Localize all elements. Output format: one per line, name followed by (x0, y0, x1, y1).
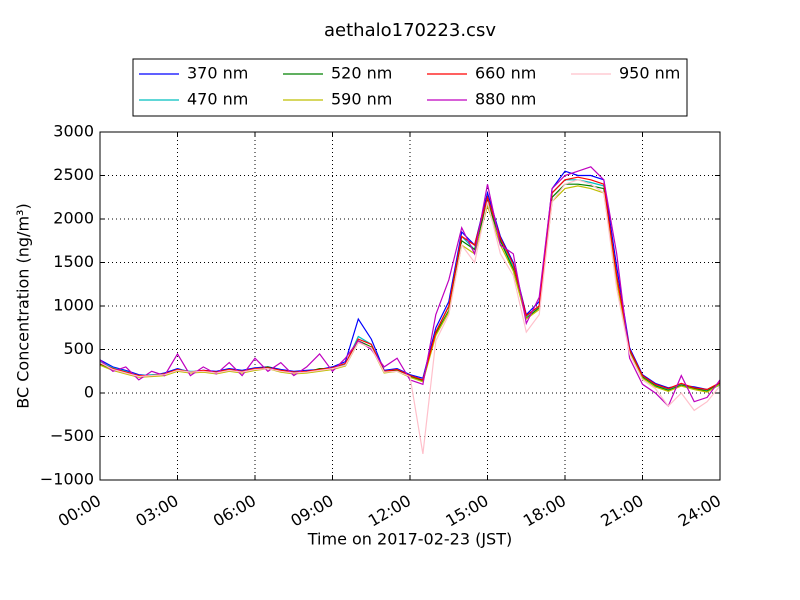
legend-label: 880 nm (475, 90, 536, 109)
legend-box (132, 58, 688, 117)
plot-frame (99, 131, 721, 481)
data-line (99, 176, 721, 391)
legend-label: 520 nm (331, 64, 392, 83)
y-tick-label: 3000 (53, 122, 94, 141)
legend-label: 950 nm (619, 64, 680, 83)
y-axis-label: BC Concentration (ng/m³) (14, 203, 33, 408)
x-axis-label: Time on 2017-02-23 (JST) (307, 530, 512, 549)
y-tick-label: 500 (63, 339, 94, 358)
y-tick-label: 2000 (53, 209, 94, 228)
data-line (99, 179, 721, 454)
y-tick-label: −500 (50, 426, 94, 445)
legend-label: 590 nm (331, 90, 392, 109)
y-tick-label: 1500 (53, 252, 94, 271)
y-tick-label: −1000 (40, 470, 94, 489)
y-tick-label: 1000 (53, 296, 94, 315)
legend-label: 370 nm (187, 64, 248, 83)
legend-label: 470 nm (187, 90, 248, 109)
y-tick-label: 2500 (53, 165, 94, 184)
y-tick-label: 0 (84, 383, 94, 402)
legend-label: 660 nm (475, 64, 536, 83)
chart-title: aethalo170223.csv (324, 20, 496, 41)
